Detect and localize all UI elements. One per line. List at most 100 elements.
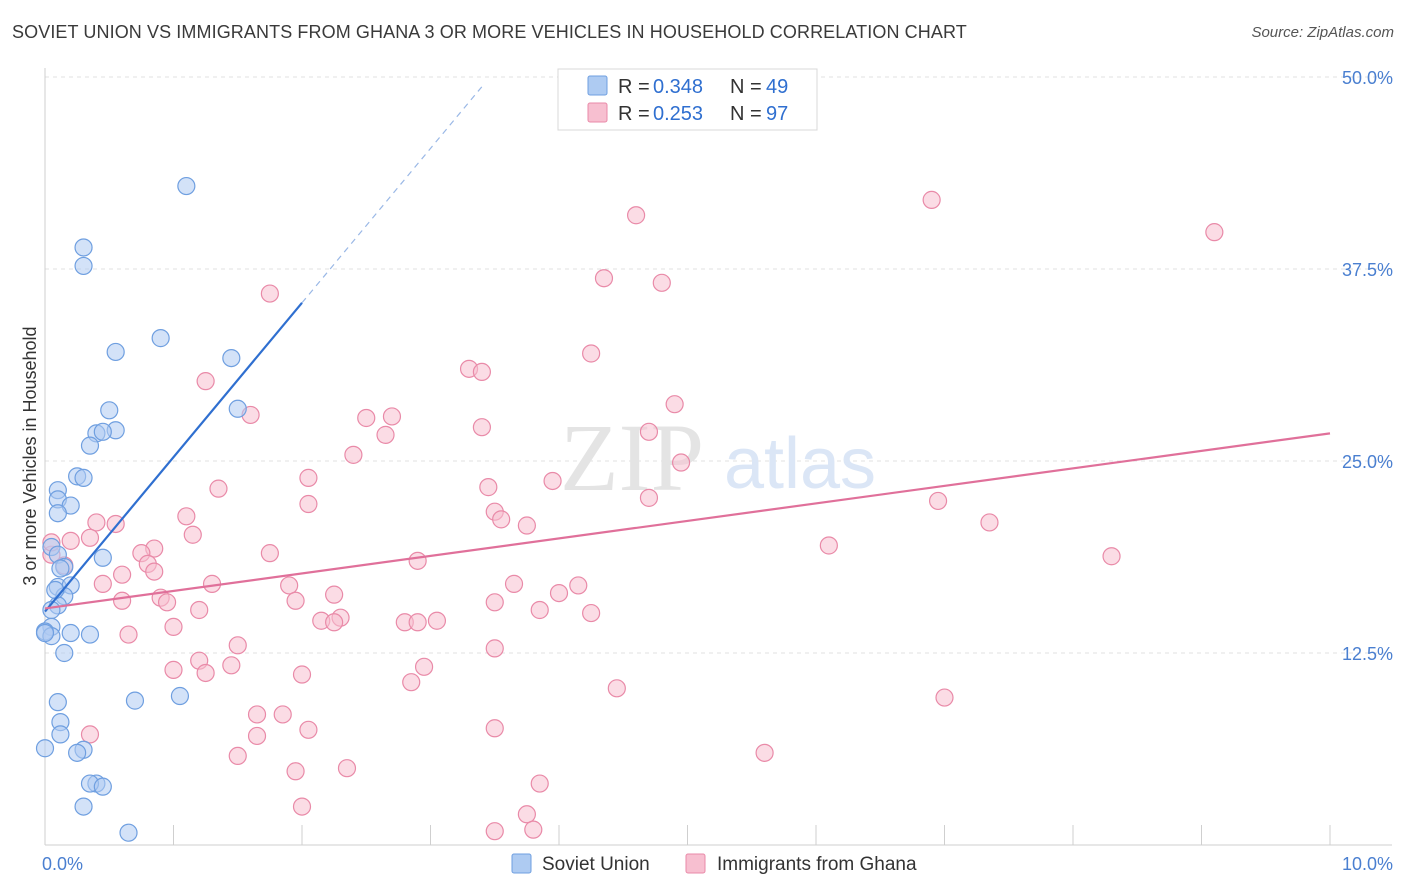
- ghana-point-90: [517, 805, 536, 824]
- ghana-point-23: [639, 488, 659, 507]
- ghana-point-45: [145, 562, 164, 581]
- ghana-point-79: [273, 705, 292, 724]
- soviet-point-41: [68, 743, 87, 762]
- ghana-point-78: [247, 705, 267, 724]
- ghana-point-65: [164, 617, 183, 636]
- ghana-point-96: [582, 603, 601, 623]
- soviet-point-4: [106, 342, 125, 362]
- ghana-point-25: [928, 491, 948, 511]
- bottom-legend-label-ghana: Immigrants from Ghana: [717, 854, 917, 875]
- soviet-point-20: [93, 548, 112, 567]
- ghana-point-19: [299, 468, 318, 487]
- ghana-point-83: [80, 725, 100, 744]
- x-tick-label-0: 0.0%: [42, 854, 83, 874]
- legend-r-label-ghana: R =: [618, 103, 650, 125]
- watermark: ZIP atlas: [560, 404, 876, 511]
- ghana-point-9: [196, 372, 215, 391]
- ghana-point-48: [280, 576, 299, 595]
- ghana-point-31: [87, 513, 106, 532]
- ghana-point-62: [408, 613, 427, 632]
- ghana-point-14: [665, 395, 684, 414]
- legend-n-label-soviet: N =: [730, 76, 762, 98]
- y-axis-title: 3 or more Vehicles in Household: [20, 326, 40, 585]
- watermark-atlas: atlas: [724, 424, 876, 504]
- ghana-point-87: [337, 759, 357, 778]
- ghana-points: [42, 190, 1224, 841]
- y-tick-label-0: 12.5%: [1342, 644, 1393, 664]
- ghana-point-57: [485, 593, 504, 612]
- ghana-point-75: [402, 673, 421, 692]
- ghana-point-39: [408, 551, 427, 570]
- bottom-legend-swatch-ghana: [685, 853, 706, 874]
- y-tick-label-3: 50.0%: [1342, 68, 1393, 88]
- ghana-point-63: [427, 611, 447, 630]
- ghana-point-20: [209, 479, 228, 498]
- ghana-point-73: [196, 663, 215, 683]
- legend-n-value-soviet: 49: [766, 76, 788, 98]
- ghana-point-49: [569, 576, 588, 595]
- ghana-point-27: [492, 510, 511, 529]
- soviet-point-1: [74, 238, 93, 257]
- ghana-point-88: [530, 774, 549, 793]
- ghana-point-84: [228, 746, 247, 766]
- legend-n-label-ghana: N =: [730, 103, 762, 125]
- ghana-point-1: [922, 190, 941, 209]
- ghana-point-58: [530, 600, 549, 620]
- ghana-point-95: [504, 574, 524, 593]
- chart-title: SOVIET UNION VS IMMIGRANTS FROM GHANA 3 …: [12, 22, 967, 42]
- ghana-point-28: [517, 516, 536, 535]
- soviet-point-22: [51, 559, 70, 578]
- ghana-point-33: [183, 525, 202, 544]
- ghana-point-29: [980, 513, 999, 532]
- ghana-point-18: [671, 453, 691, 472]
- ghana-point-67: [228, 636, 247, 655]
- ghana-point-51: [325, 585, 344, 604]
- ghana-point-80: [299, 720, 318, 739]
- ghana-point-44: [112, 565, 132, 584]
- bottom-legend-label-soviet: Soviet Union: [542, 854, 650, 875]
- ghana-point-72: [164, 660, 183, 679]
- trend-layer: [44, 86, 1331, 613]
- soviet-trend-extension: [301, 86, 483, 304]
- soviet-point-34: [48, 693, 67, 712]
- ghana-point-77: [935, 688, 954, 707]
- ghana-point-12: [382, 407, 402, 426]
- ghana-point-5: [652, 273, 671, 292]
- ghana-point-91: [485, 822, 504, 841]
- soviet-point-33: [55, 643, 74, 663]
- ghana-point-54: [157, 593, 177, 612]
- soviet-point-48: [46, 580, 65, 600]
- y-tick-label-2: 37.5%: [1342, 260, 1393, 280]
- ghana-point-53: [112, 591, 132, 610]
- bottom-legend-swatch-soviet: [511, 853, 532, 874]
- ghana-point-50: [549, 583, 569, 603]
- y-tick-label-1: 25.0%: [1342, 452, 1393, 472]
- ghana-point-8: [472, 362, 491, 382]
- soviet-point-6: [100, 401, 119, 420]
- ghana-point-4: [594, 269, 614, 288]
- soviet-point-46: [119, 823, 138, 842]
- soviet-point-35: [125, 691, 145, 710]
- ghana-point-68: [485, 639, 504, 658]
- ghana-trend-line: [44, 432, 1331, 610]
- soviet-point-5: [222, 348, 241, 368]
- ghana-point-56: [286, 591, 305, 610]
- ghana-point-2: [1205, 223, 1224, 242]
- soviet-point-3: [151, 329, 170, 348]
- soviet-point-38: [51, 725, 70, 744]
- soviet-point-47: [61, 623, 80, 643]
- ghana-point-0: [626, 206, 646, 225]
- soviet-trend-line: [44, 302, 303, 613]
- ghana-point-35: [61, 531, 80, 550]
- chart-source: Source: ZipAtlas.com: [1251, 24, 1394, 41]
- legend-swatch-ghana: [587, 102, 608, 123]
- legend-r-label-soviet: R =: [618, 76, 650, 98]
- soviet-point-2: [74, 256, 93, 276]
- x-tick-label-1: 10.0%: [1342, 854, 1393, 874]
- grid-layer: [45, 76, 1392, 654]
- soviet-point-11: [80, 436, 100, 455]
- axis-layer: [44, 68, 1392, 846]
- ghana-point-86: [286, 762, 305, 781]
- soviet-point-45: [74, 797, 93, 816]
- soviet-point-10: [93, 422, 112, 441]
